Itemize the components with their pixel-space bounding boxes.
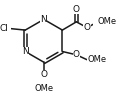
Text: O: O [73, 50, 80, 59]
Text: Cl: Cl [0, 24, 9, 33]
Text: OMe: OMe [98, 17, 117, 26]
Text: N: N [22, 47, 29, 56]
Text: O: O [84, 23, 91, 32]
Text: OMe: OMe [34, 84, 53, 93]
Text: O: O [73, 5, 80, 14]
Text: N: N [40, 15, 47, 24]
Text: O: O [40, 70, 47, 79]
Text: OMe: OMe [87, 55, 106, 64]
